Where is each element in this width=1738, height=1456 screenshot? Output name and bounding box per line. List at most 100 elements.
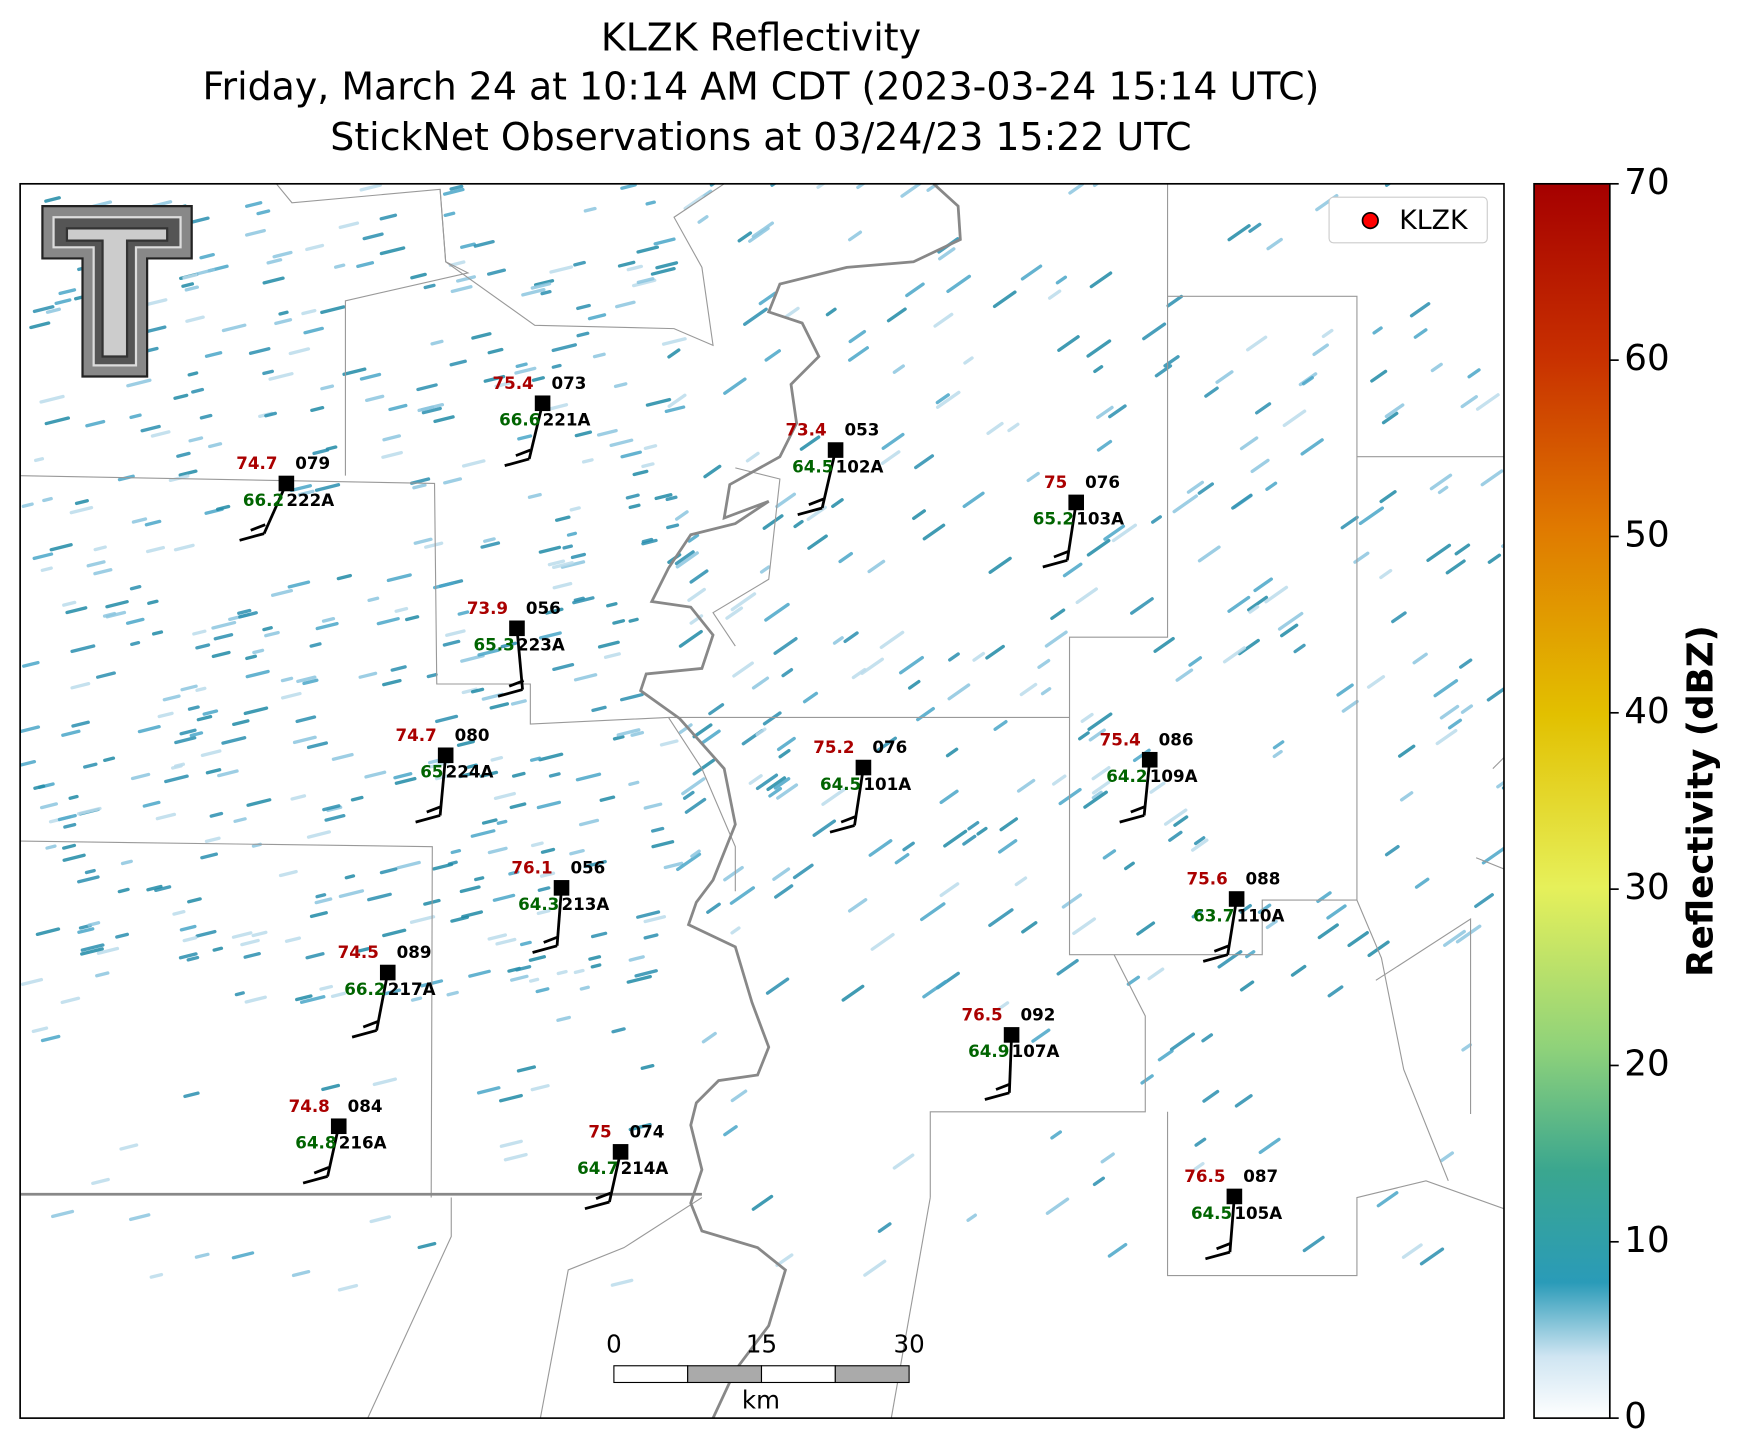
reflectivity-streak [665, 495, 678, 502]
reflectivity-streak [573, 968, 585, 975]
reflectivity-streak [625, 493, 640, 500]
reflectivity-streak [35, 927, 61, 936]
reflectivity-streak [545, 607, 564, 615]
reflectivity-streak [867, 559, 886, 574]
reflectivity-streak [1264, 585, 1289, 604]
reflectivity-streak [268, 372, 294, 381]
reflectivity-streak [723, 1125, 738, 1137]
reflectivity-streak [1412, 652, 1428, 665]
reflectivity-streak [147, 599, 159, 605]
reflectivity-streak [617, 260, 636, 268]
reflectivity-streak [1399, 791, 1414, 802]
reflectivity-streak [77, 875, 100, 884]
title: KLZK Reflectivity [601, 16, 921, 60]
reflectivity-streak [821, 787, 846, 806]
reflectivity-streak [1246, 335, 1268, 352]
reflectivity-streak [1107, 1242, 1128, 1258]
reflectivity-streak [379, 213, 398, 221]
observations-title: StickNet Observations at 03/24/23 15:22 … [330, 115, 1191, 159]
reflectivity-streak [985, 644, 1005, 660]
reflectivity-streak [338, 221, 360, 230]
reflectivity-streak [764, 602, 790, 622]
dewpoint: 64.2 [1106, 766, 1147, 786]
reflectivity-streak [678, 723, 693, 734]
reflectivity-streak [938, 247, 956, 261]
station-id: 102A [836, 456, 884, 476]
reflectivity-streak [1435, 728, 1458, 746]
station-marker [1226, 1188, 1243, 1205]
reflectivity-streak [848, 329, 867, 344]
reflectivity-streak [289, 484, 312, 493]
reflectivity-streak [1401, 1243, 1423, 1259]
reflectivity-streak [552, 561, 574, 569]
dewpoint: 65.3 [474, 635, 515, 655]
reflectivity-streak [449, 359, 467, 367]
reflectivity-streak [1419, 1247, 1445, 1266]
reflectivity-streak [772, 867, 791, 881]
reflectivity-streak [948, 652, 960, 662]
reflectivity-streak [1016, 778, 1036, 793]
reflectivity-streak [751, 221, 775, 239]
reflectivity-streak [262, 626, 273, 632]
reflectivity-streak [838, 551, 853, 564]
reflectivity-streak [292, 735, 317, 745]
reflectivity-streak [278, 869, 298, 878]
reflectivity-streak [651, 840, 675, 849]
reflectivity-streak [508, 870, 520, 876]
colorbar-tick-label: 40 [1624, 691, 1669, 732]
reflectivity-streak [280, 676, 294, 683]
reflectivity-streak [706, 902, 721, 914]
reflectivity-streak [494, 381, 511, 389]
reflectivity-streak [489, 702, 510, 710]
legend-box [1328, 196, 1488, 244]
reflectivity-streak [562, 544, 573, 550]
reflectivity-streak [199, 252, 215, 260]
station: 73.4 053 64.5 102A [785, 420, 884, 517]
reflectivity-streak [234, 991, 245, 997]
station-marker [330, 1118, 347, 1135]
reflectivity-streak [1151, 515, 1162, 524]
station: 74.5 089 66.2 217A [338, 942, 436, 1039]
reflectivity-streak [521, 287, 546, 297]
reflectivity-streak [409, 477, 431, 485]
reflectivity-streak [587, 313, 607, 321]
reflectivity-streak [988, 556, 1012, 574]
reflectivity-streak [213, 633, 234, 641]
reflectivity-streak [723, 377, 747, 395]
reflectivity-streak [1300, 438, 1324, 456]
reflectivity-streak [632, 469, 649, 477]
reflectivity-streak [87, 921, 101, 927]
reflectivity-streak [270, 588, 293, 597]
reflectivity-streak [643, 915, 667, 924]
reflectivity-streak [751, 1194, 774, 1211]
colorbar-tick-label: 30 [1624, 867, 1669, 908]
reflectivity-streak [812, 819, 837, 837]
reflectivity-streak [187, 371, 199, 377]
reflectivity-streak [146, 884, 163, 892]
reflectivity-streak [251, 930, 268, 938]
reflectivity-streak [538, 545, 562, 554]
reflectivity-streak [529, 756, 542, 762]
reflectivity-streak [238, 611, 258, 619]
station: 75.6 088 63.7 110A [1186, 869, 1284, 963]
pressure: 089 [397, 942, 432, 962]
reflectivity-streak [626, 264, 644, 272]
reflectivity-streak [191, 387, 205, 394]
reflectivity-streak [1367, 940, 1390, 958]
reflectivity-streak [1341, 699, 1359, 713]
reflectivity-streak [1501, 785, 1504, 790]
reflectivity-streak [470, 687, 485, 694]
reflectivity-streak [533, 279, 555, 287]
reflectivity-streak [730, 1089, 748, 1103]
reflectivity-streak [1096, 439, 1113, 452]
reflectivity-streak [730, 926, 741, 935]
reflectivity-streak [103, 756, 116, 763]
reflectivity-streak [1461, 1043, 1472, 1052]
reflectivity-streak [150, 430, 171, 438]
reflectivity-streak [1239, 903, 1252, 914]
station-id: 101A [863, 774, 911, 794]
station: 76.1 056 64.3 213A [511, 857, 609, 954]
reflectivity-streak [93, 568, 113, 576]
reflectivity-streak [93, 545, 107, 552]
reflectivity-streak [868, 839, 893, 857]
